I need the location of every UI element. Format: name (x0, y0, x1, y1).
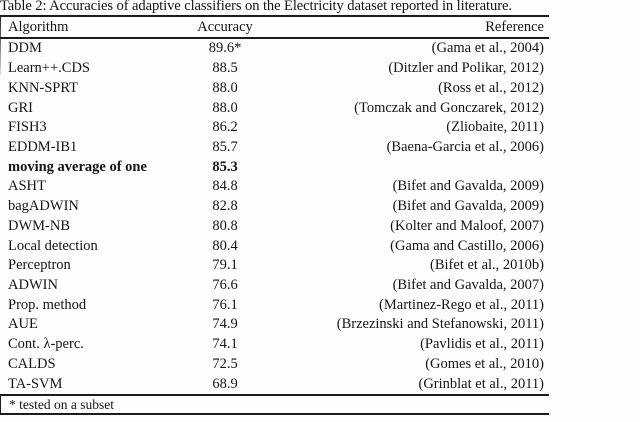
cell-accuracy: 68.9 (212, 375, 238, 392)
cell-reference: (Ditzler and Polikar, 2012) (388, 60, 544, 77)
cell-reference: (Pavlidis et al., 2011) (420, 336, 544, 353)
cell-algorithm: TA-SVM (8, 375, 63, 392)
cell-algorithm: DWM-NB (8, 217, 71, 234)
left-edge-rule-footnote (0, 394, 2, 415)
cell-reference: (Kolter and Maloof, 2007) (390, 217, 544, 234)
cell-accuracy: 88.0 (212, 79, 238, 96)
cell-algorithm: ASHT (8, 178, 46, 195)
cell-reference: (Bifet et al., 2010b) (430, 257, 544, 274)
cell-reference: (Martinez-Rego et al., 2011) (379, 296, 544, 313)
cell-algorithm: Cont. λ-perc. (8, 336, 84, 353)
cell-algorithm: EDDM-IB1 (8, 138, 78, 155)
cell-accuracy: 74.1 (212, 336, 238, 353)
cell-algorithm: DDM (8, 40, 42, 57)
table-row: Local detection 80.4 (Gama and Castillo,… (0, 236, 549, 256)
table-row: GRI 88.0 (Tomczak and Gonczarek, 2012) (0, 98, 549, 118)
table-row: Perceptron 79.1 (Bifet et al., 2010b) (0, 256, 549, 276)
cell-algorithm: CALDS (8, 355, 56, 372)
cell-reference: (Bifet and Gavalda, 2009) (392, 198, 544, 215)
cell-accuracy: 88.0 (212, 99, 238, 116)
cell-algorithm: KNN-SPRT (8, 79, 79, 96)
table-top-rule (0, 15, 549, 17)
table-row: ASHT 84.8 (Bifet and Gavalda, 2009) (0, 177, 549, 197)
table-body: DDM 89.6* (Gama et al., 2004) Learn++.CD… (0, 39, 549, 394)
cell-algorithm: Prop. method (8, 296, 87, 313)
cell-algorithm: Learn++.CDS (8, 60, 90, 77)
cell-accuracy: 80.8 (212, 217, 238, 234)
table-row: CALDS 72.5 (Gomes et al., 2010) (0, 355, 549, 375)
cell-reference: (Ross et al., 2012) (438, 79, 544, 96)
table-row: EDDM-IB1 85.7 (Baena-Garcia et al., 2006… (0, 138, 549, 158)
cell-algorithm: FISH3 (8, 119, 47, 136)
footnote-top-rule (0, 394, 549, 396)
cell-accuracy: 89.6* (208, 40, 242, 57)
table-row: DDM 89.6* (Gama et al., 2004) (0, 39, 549, 59)
cell-accuracy: 76.1 (212, 296, 238, 313)
left-edge-rule-header (0, 15, 2, 75)
table-row: Prop. method 76.1 (Martinez-Rego et al.,… (0, 295, 549, 315)
column-header-reference: Reference (485, 18, 544, 35)
cell-accuracy: 85.3 (212, 158, 238, 175)
cell-accuracy: 88.5 (212, 60, 238, 77)
table-caption: Table 2: Accuracies of adaptive classifi… (0, 0, 512, 14)
cell-reference: (Gama et al., 2004) (431, 40, 544, 57)
cell-accuracy: 80.4 (212, 237, 238, 254)
cell-reference: (Brzezinski and Stefanowski, 2011) (336, 316, 544, 333)
cell-reference: (Bifet and Gavalda, 2009) (392, 178, 544, 195)
cell-reference: (Gama and Castillo, 2006) (390, 237, 544, 254)
cell-reference: (Zliobaite, 2011) (446, 119, 544, 136)
table-bottom-rule (0, 413, 549, 415)
cell-accuracy: 72.5 (212, 355, 238, 372)
cell-reference: (Tomczak and Gonczarek, 2012) (354, 99, 544, 116)
cell-algorithm: moving average of one (8, 158, 147, 175)
table-row: Cont. λ-perc. 74.1 (Pavlidis et al., 201… (0, 335, 549, 355)
table-row: ADWIN 76.6 (Bifet and Gavalda, 2007) (0, 276, 549, 296)
cell-reference: (Bifet and Gavalda, 2007) (392, 276, 544, 293)
footnote-text: * tested on a subset (9, 396, 114, 412)
cell-algorithm: AUE (8, 316, 38, 333)
cell-accuracy: 74.9 (212, 316, 238, 333)
table-row: DWM-NB 80.8 (Kolter and Maloof, 2007) (0, 216, 549, 236)
results-table: Algorithm Accuracy Reference DDM 89.6* (… (0, 15, 549, 415)
cell-accuracy: 79.1 (212, 257, 238, 274)
table-footnote: * tested on a subset (0, 396, 549, 413)
table-row: KNN-SPRT 88.0 (Ross et al., 2012) (0, 78, 549, 98)
table-header-row: Algorithm Accuracy Reference (0, 17, 549, 37)
cell-accuracy: 84.8 (212, 178, 238, 195)
cell-reference: (Grinblat et al., 2011) (418, 375, 545, 392)
cell-accuracy: 85.7 (212, 138, 238, 155)
column-header-algorithm: Algorithm (8, 18, 69, 35)
cell-algorithm: ADWIN (8, 276, 58, 293)
cell-reference: (Gomes et al., 2010) (425, 355, 544, 372)
cell-accuracy: 86.2 (212, 119, 238, 136)
cell-accuracy: 76.6 (212, 276, 238, 293)
cell-algorithm: Local detection (8, 237, 98, 254)
column-header-accuracy: Accuracy (197, 18, 253, 35)
cell-algorithm: GRI (8, 99, 33, 116)
table-row: AUE 74.9 (Brzezinski and Stefanowski, 20… (0, 315, 549, 335)
table-row: Learn++.CDS 88.5 (Ditzler and Polikar, 2… (0, 59, 549, 79)
table-row: FISH3 86.2 (Zliobaite, 2011) (0, 118, 549, 138)
table-row: TA-SVM 68.9 (Grinblat et al., 2011) (0, 374, 549, 394)
table-row: bagADWIN 82.8 (Bifet and Gavalda, 2009) (0, 197, 549, 217)
cell-algorithm: bagADWIN (8, 198, 79, 215)
table-row: moving average of one 85.3 (0, 157, 549, 177)
cell-algorithm: Perceptron (8, 257, 71, 274)
cell-reference: (Baena-Garcia et al., 2006) (386, 138, 544, 155)
header-bottom-rule (0, 37, 549, 39)
cell-accuracy: 82.8 (212, 198, 238, 215)
